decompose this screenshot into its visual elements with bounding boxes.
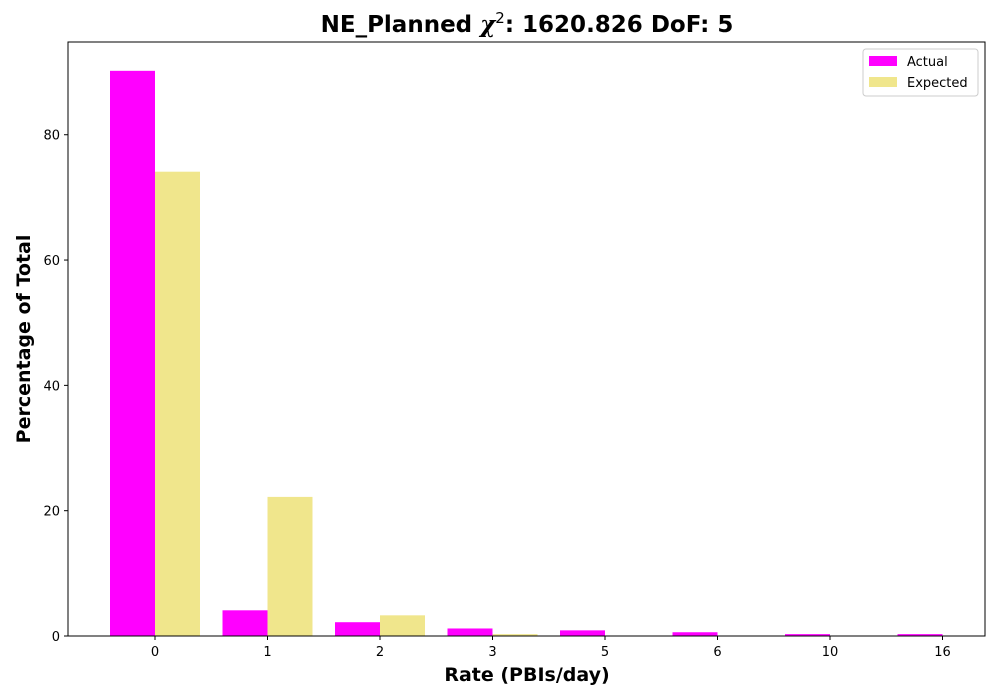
y-tick-label-40: 40	[43, 379, 60, 394]
bar-expected-2	[380, 615, 425, 636]
x-tick-label-1: 1	[263, 645, 271, 660]
chart-title: NE_Planned χ2: 1620.826 DoF: 5	[321, 9, 734, 38]
bar-expected-1	[267, 496, 313, 636]
legend: Actual Expected	[862, 48, 979, 97]
x-tick-label-0: 0	[151, 645, 159, 660]
bar-actual-10	[785, 634, 830, 636]
y-axis-label: Percentage of Total	[13, 235, 35, 444]
bar-actual-3	[447, 628, 493, 636]
x-tick-label-16: 16	[934, 645, 951, 660]
bar-actual-5	[560, 630, 605, 636]
bar-actual-1	[222, 610, 268, 636]
legend-swatch-actual	[869, 56, 897, 66]
y-tick-label-20: 20	[43, 505, 60, 520]
y-tick-label-60: 60	[43, 254, 60, 269]
plot-area: 0 1 2 3 5 6 10 16 0 20 40 60 80	[43, 41, 986, 660]
bar-actual-16	[897, 634, 943, 636]
x-tick-label-5: 5	[601, 645, 609, 660]
y-tick-label-80: 80	[43, 129, 60, 144]
x-tick-label-3: 3	[488, 645, 496, 660]
x-tick-label-10: 10	[822, 645, 839, 660]
legend-swatch-expected	[869, 77, 897, 87]
bar-expected-0	[155, 171, 200, 637]
bar-actual-6	[672, 632, 718, 636]
bar-actual-2	[335, 622, 380, 636]
x-tick-label-2: 2	[376, 645, 384, 660]
legend-label-expected: Expected	[907, 76, 968, 91]
bar-expected-3	[492, 634, 538, 636]
x-tick-label-6: 6	[713, 645, 721, 660]
bar-actual-0	[110, 70, 155, 637]
legend-label-actual: Actual	[907, 55, 948, 70]
y-tick-label-0: 0	[52, 630, 60, 645]
x-axis-label: Rate (PBIs/day)	[444, 664, 609, 686]
axes-frame	[67, 41, 986, 637]
